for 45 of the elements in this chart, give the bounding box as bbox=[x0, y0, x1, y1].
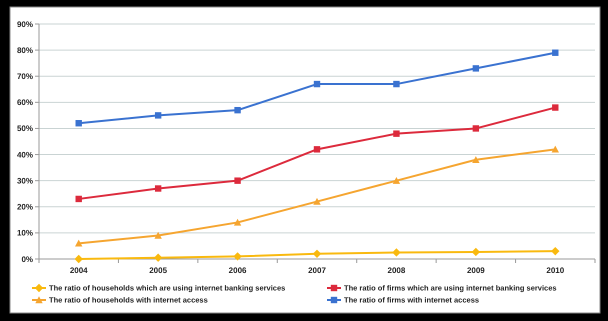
point bbox=[154, 232, 162, 239]
point bbox=[472, 248, 480, 256]
point bbox=[154, 253, 162, 262]
x-tick-label: 2010 bbox=[546, 266, 565, 275]
point bbox=[314, 146, 320, 153]
point bbox=[551, 246, 560, 256]
point bbox=[233, 252, 242, 261]
point bbox=[75, 240, 82, 247]
y-tick-label: 70% bbox=[16, 72, 33, 82]
point bbox=[154, 185, 162, 192]
point bbox=[393, 130, 400, 137]
y-tick-label: 80% bbox=[16, 46, 33, 55]
point bbox=[76, 120, 82, 126]
y-tick-label: 30% bbox=[16, 176, 33, 186]
x-tick-label: 2008 bbox=[388, 266, 406, 275]
point bbox=[312, 250, 322, 258]
point bbox=[472, 65, 480, 72]
point bbox=[472, 125, 480, 132]
x-tick-label: 2005 bbox=[149, 266, 168, 275]
point bbox=[472, 156, 480, 163]
y-tick-label: 0% bbox=[21, 254, 33, 264]
x-tick-label: 2007 bbox=[308, 266, 326, 275]
point bbox=[552, 104, 558, 111]
y-tick-label: 60% bbox=[16, 98, 33, 108]
point bbox=[552, 146, 559, 153]
x-tick-label: 2009 bbox=[466, 266, 486, 275]
point bbox=[313, 198, 321, 205]
y-tick-label: 20% bbox=[16, 202, 33, 212]
y-tick-label: 10% bbox=[16, 228, 33, 238]
y-tick-label: 40% bbox=[16, 150, 33, 160]
point bbox=[76, 196, 82, 202]
point bbox=[74, 254, 83, 264]
point bbox=[393, 80, 400, 88]
point bbox=[234, 177, 241, 184]
point bbox=[552, 50, 558, 56]
x-tick-label: 2006 bbox=[228, 266, 248, 275]
y-tick-label: 50% bbox=[16, 124, 33, 134]
x-tick-label: 2004 bbox=[70, 266, 88, 275]
point bbox=[234, 218, 242, 226]
y-tick-label: 90% bbox=[16, 20, 33, 29]
point bbox=[314, 80, 320, 88]
point bbox=[234, 106, 241, 114]
point bbox=[392, 248, 401, 257]
point bbox=[154, 112, 162, 119]
point bbox=[392, 176, 400, 184]
